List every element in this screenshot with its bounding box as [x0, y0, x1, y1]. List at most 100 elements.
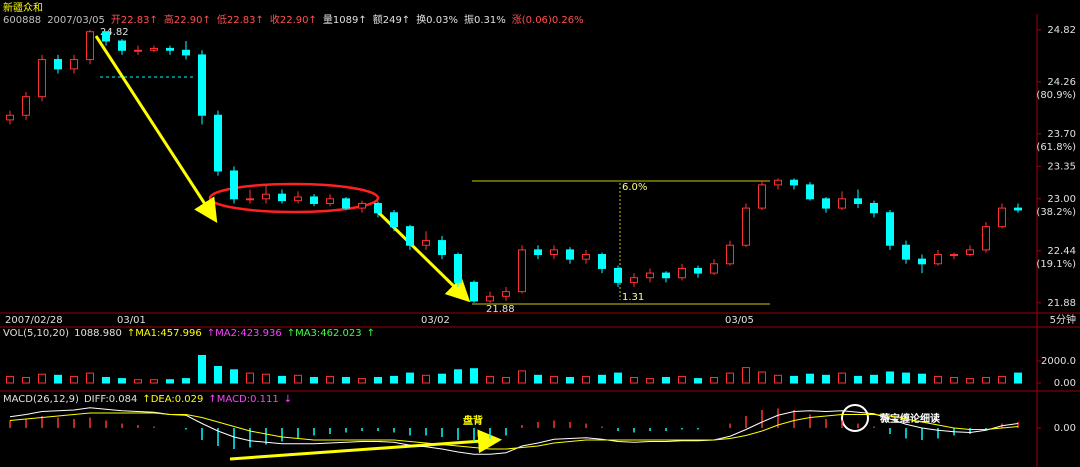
header-field: 换0.03% — [416, 13, 458, 26]
legend-item: ↑MACD:0.111 — [208, 394, 278, 405]
volume-bar — [406, 372, 414, 384]
trend-arrow — [229, 429, 502, 461]
period-label: 5分钟 — [1050, 313, 1076, 326]
stock-name: 新疆众和 — [3, 1, 43, 14]
candle-body — [406, 226, 414, 246]
volume-bar — [886, 371, 894, 384]
candle-body — [662, 272, 670, 279]
volume-bar — [1014, 372, 1022, 384]
high-label: 24.82 — [100, 27, 129, 38]
candle-body — [438, 240, 446, 256]
volume-bar — [742, 367, 750, 384]
candle-body — [918, 258, 926, 265]
volume-bar — [838, 372, 846, 384]
volume-bar — [902, 372, 910, 384]
y-tick-note: (61.8%) — [1036, 142, 1076, 153]
volume-bar — [758, 371, 766, 384]
volume-bar — [38, 373, 46, 384]
candle-body — [454, 254, 462, 283]
header-field: 低22.83↑ — [217, 13, 264, 26]
y-tick-label: 22.44 — [1047, 246, 1076, 257]
volume-bar — [598, 374, 606, 384]
x-tick-label: 03/01 — [117, 315, 146, 326]
volume-bar — [118, 378, 126, 384]
x-tick-label: 03/05 — [725, 315, 754, 326]
volume-bar — [966, 378, 974, 384]
volume-bar — [950, 377, 958, 384]
legend-item: ↑MA2:423.936 — [207, 328, 282, 339]
candle-body — [310, 196, 318, 204]
candle-body — [118, 40, 126, 51]
volume-bar — [678, 375, 686, 384]
header-field: 高22.90↑ — [164, 13, 211, 26]
divergence-label: 盘背 — [463, 414, 483, 427]
legend-item: ↓ — [284, 394, 292, 405]
candle-body — [870, 202, 878, 214]
trend-arrow — [94, 35, 218, 224]
candle-body — [614, 267, 622, 283]
candle-body — [374, 202, 382, 214]
y-tick-label: 23.00 — [1047, 194, 1076, 205]
volume-bar — [726, 372, 734, 384]
volume-bar — [22, 377, 30, 384]
volume-bar — [54, 374, 62, 384]
candle-body — [470, 281, 478, 302]
range-label: 1.31 — [622, 292, 644, 303]
volume-bar — [614, 372, 622, 384]
candle-body — [854, 198, 862, 204]
legend-item: ↑MA1:457.996 — [127, 328, 202, 339]
legend-item: 1088.980 — [74, 328, 122, 339]
volume-bar — [150, 379, 158, 384]
watermark: 薇宝缠论细读 — [841, 404, 940, 432]
volume-bar — [534, 374, 542, 384]
y-tick-label: 23.70 — [1047, 129, 1076, 140]
header-field: 额249↑ — [373, 13, 410, 26]
candle-body — [822, 198, 830, 209]
y-tick-label: 0.00 — [1054, 423, 1076, 434]
candle-body — [502, 291, 510, 297]
volume-bar — [182, 378, 190, 384]
candle-body — [518, 249, 526, 293]
candle-body — [246, 198, 254, 201]
x-tick-label: 03/02 — [421, 315, 450, 326]
candle-body — [582, 254, 590, 260]
watermark-text: 薇宝缠论细读 — [880, 412, 940, 425]
header: 新疆众和 — [3, 1, 43, 14]
candle-body — [358, 202, 366, 209]
volume-bar — [646, 378, 654, 384]
volume-bar — [518, 370, 526, 384]
header-field: 涨(0.06)0.26% — [512, 14, 584, 26]
candle-body — [950, 254, 958, 257]
x-tick-label: 2007/02/28 — [5, 315, 63, 326]
legend-item: ↑ — [367, 328, 375, 339]
candle-body — [886, 212, 894, 246]
candle-body — [966, 249, 974, 256]
candle-body — [214, 114, 222, 172]
candle-body — [326, 198, 334, 204]
volume-bar — [214, 366, 222, 384]
y-tick-label: 23.35 — [1047, 161, 1076, 172]
volume-bar — [486, 375, 494, 384]
volume-bar — [806, 373, 814, 384]
volume-bar — [6, 375, 14, 384]
volume-bar — [294, 374, 302, 384]
volume-bar — [790, 375, 798, 384]
candle-body — [70, 59, 78, 70]
candle-body — [86, 31, 94, 61]
header-field: 振0.31% — [464, 13, 506, 26]
candle-body — [678, 267, 686, 279]
legend-item: MACD(26,12,9) — [3, 394, 79, 405]
volume-bar — [278, 375, 286, 384]
candle-body — [982, 226, 990, 251]
candle-body — [694, 267, 702, 274]
candle-body — [598, 254, 606, 269]
volume-bar — [86, 372, 94, 384]
volume-bar — [662, 377, 670, 384]
volume-bar — [262, 373, 270, 384]
volume-bar — [326, 375, 334, 384]
legend-item: ↑MA3:462.023 — [287, 328, 362, 339]
candle-body — [262, 193, 270, 200]
candle-body — [150, 47, 158, 51]
candle-body — [838, 198, 846, 209]
